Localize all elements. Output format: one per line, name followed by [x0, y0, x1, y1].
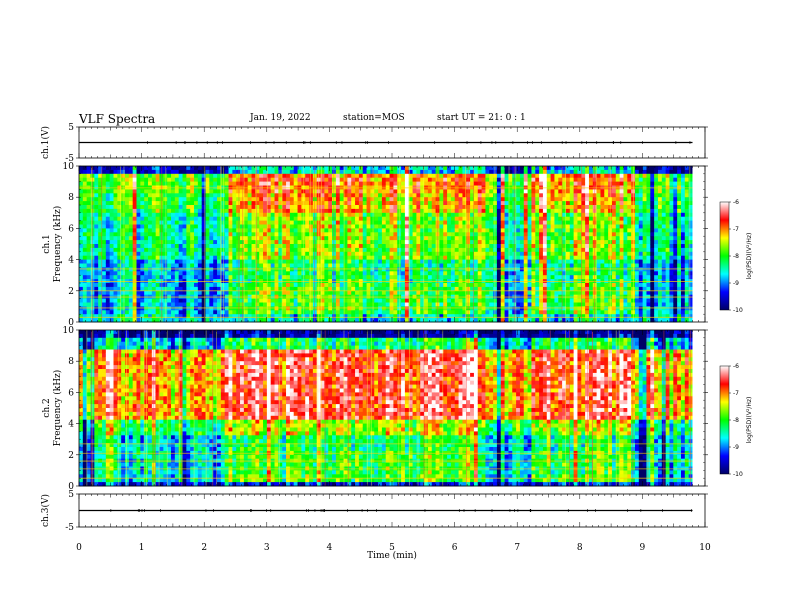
y-tick-label: 10	[63, 162, 75, 172]
y-tick-label: -5	[65, 154, 74, 164]
chart-title: VLF Spectra	[79, 112, 156, 126]
y-tick-label: 0	[68, 482, 74, 492]
spectrogram-ch2	[79, 330, 705, 487]
y-tick-label: 2	[68, 287, 74, 297]
ch1-voltage-ylabel: ch.1(V)	[40, 126, 51, 159]
x-axis-label: Time (min)	[367, 550, 417, 561]
y-tick-label: 8	[68, 357, 74, 367]
colorbar-tick-label: -10	[733, 307, 743, 314]
colorbar-label: log(PSD)(V²/Hz)	[746, 397, 753, 444]
ch3-voltage-ylabel: ch.3(V)	[40, 494, 51, 527]
colorbar-tick-label: -9	[733, 280, 739, 287]
y-tick-label: 10	[63, 326, 75, 336]
x-tick-label: 5	[389, 543, 395, 553]
colorbar-label: log(PSD)(V²/Hz)	[746, 233, 753, 280]
x-tick-label: 9	[640, 543, 646, 553]
ch2-spectrogram-ylabel-channel: ch.2	[42, 398, 52, 417]
y-tick-label: 0	[68, 318, 74, 328]
x-tick-label: 4	[327, 543, 333, 553]
x-tick-label: 0	[76, 543, 82, 553]
ch1-spectrogram-ylabel-channel: ch.1	[42, 234, 52, 253]
y-tick-label: 8	[68, 193, 74, 203]
colorbar-ch2: -6 -7 -8 -9 -10 log(PSD)(V²/Hz)	[719, 363, 753, 478]
x-tick-label: 1	[139, 543, 145, 553]
ch2-spectrogram-ylabel-frequency: Frequency (kHz)	[52, 370, 63, 447]
colorbar-tick-label: -8	[733, 417, 739, 424]
station-label: station=MOS	[343, 113, 405, 123]
panel-axes-ch1-spectrogram: 0 2 4 6 8 10	[63, 162, 708, 328]
start-time-label: start UT = 21: 0 : 1	[437, 113, 526, 123]
y-tick-label: 6	[68, 224, 74, 234]
y-tick-label: 6	[68, 388, 74, 398]
colorbar-tick-label: -9	[733, 444, 739, 451]
x-tick-label: 2	[201, 543, 207, 553]
colorbar-tick-label: -10	[733, 471, 743, 478]
colorbar-tick-label: -8	[733, 253, 739, 260]
y-tick-label: 5	[68, 123, 74, 133]
spectrogram-ch1	[79, 166, 705, 323]
colorbar-tick-label: -7	[733, 390, 739, 397]
x-tick-label: 7	[514, 543, 520, 553]
colorbar-gradient	[719, 201, 730, 311]
panel-axes-ch2-spectrogram: 0 2 4 6 8 10	[63, 326, 708, 492]
x-tick-label: 3	[264, 543, 270, 553]
ch1-spectrogram-ylabel-frequency: Frequency (kHz)	[52, 206, 63, 283]
date-label: Jan. 19, 2022	[250, 113, 311, 123]
x-tick-label: 6	[452, 543, 458, 553]
panel-axes-ch1-voltage: 5 -5	[65, 123, 708, 164]
y-tick-label: 4	[68, 420, 74, 430]
colorbar-tick-label: -7	[733, 226, 739, 233]
colorbar-gradient	[719, 365, 730, 475]
y-tick-label: 5	[68, 490, 74, 500]
colorbar-tick-label: -6	[733, 199, 739, 206]
y-tick-label: 2	[68, 451, 74, 461]
colorbar-tick-label: -6	[733, 363, 739, 370]
panel-axes-ch3-voltage: 5 -5	[65, 490, 708, 533]
y-tick-label: -5	[65, 523, 74, 533]
colorbar-ch1: -6 -7 -8 -9 -10 log(PSD)(V²/Hz)	[719, 199, 753, 314]
y-tick-label: 4	[68, 256, 74, 266]
x-tick-label: 8	[577, 543, 583, 553]
x-tick-label: 10	[699, 543, 711, 553]
